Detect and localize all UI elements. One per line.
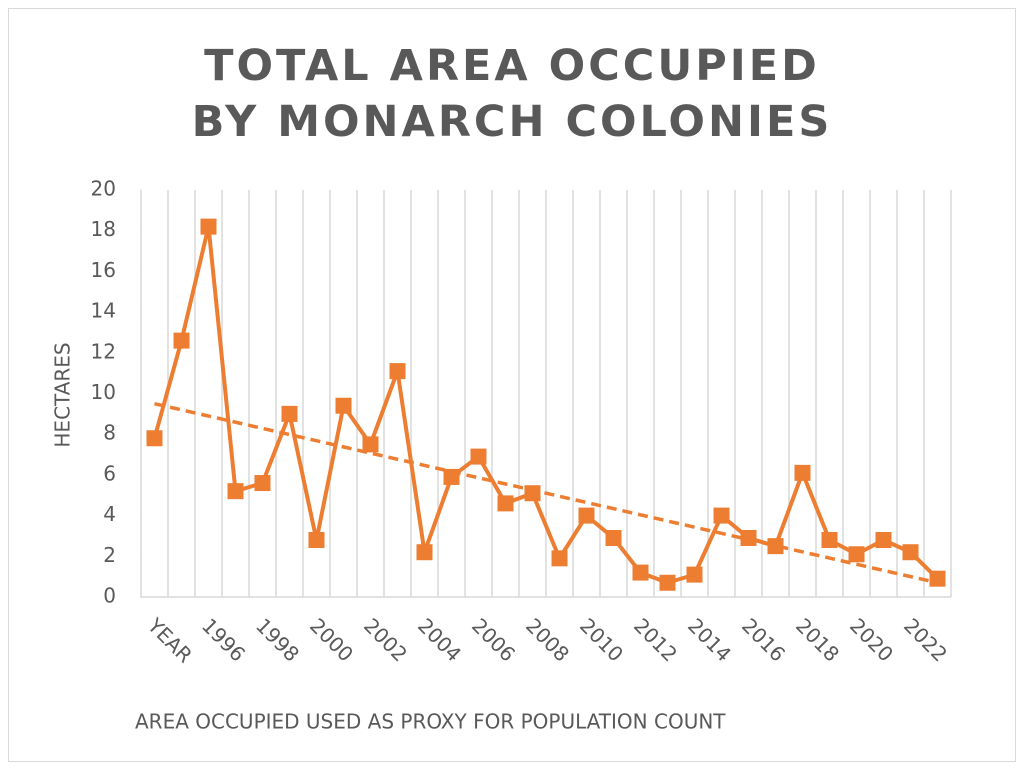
marker	[200, 218, 217, 235]
y-tick-label: 20	[91, 177, 116, 201]
marker	[254, 475, 271, 492]
x-tick-label: 2018	[791, 613, 844, 666]
marker	[848, 546, 865, 563]
marker	[632, 564, 649, 581]
marker	[389, 363, 406, 380]
y-axis-title: HECTARES	[51, 342, 75, 447]
y-tick-label: 8	[103, 421, 116, 445]
y-tick-label: 4	[103, 502, 116, 526]
marker	[470, 448, 487, 465]
x-tick-label: 2002	[359, 613, 412, 666]
x-tick-label: 2012	[629, 613, 682, 666]
marker	[821, 532, 838, 549]
x-tick-label: 2010	[575, 613, 628, 666]
marker	[227, 483, 244, 500]
marker	[929, 570, 946, 587]
marker	[794, 464, 811, 481]
marker	[659, 574, 676, 591]
x-tick-label: 2004	[413, 613, 466, 666]
marker	[524, 485, 541, 502]
marker	[551, 550, 568, 567]
x-tick-label: 2020	[845, 613, 898, 666]
x-tick-label: 2006	[467, 613, 520, 666]
marker	[281, 405, 298, 422]
x-tick-label: 2014	[683, 613, 736, 666]
x-tick-label: 2000	[305, 613, 358, 666]
x-tick-label: YEAR	[142, 613, 197, 668]
y-tick-label: 0	[103, 584, 116, 608]
trendline	[154, 401, 938, 585]
y-tick-label: 2	[103, 543, 116, 567]
series-line	[152, 224, 939, 585]
y-tick-label: 18	[91, 217, 116, 241]
x-tick-label: 2022	[899, 613, 952, 666]
x-tick-label: 1996	[197, 613, 250, 666]
marker	[686, 566, 703, 583]
y-tick-label: 12	[91, 339, 116, 363]
marker	[173, 332, 190, 349]
x-tick-label: 2008	[521, 613, 574, 666]
y-tick-label: 6	[103, 461, 116, 485]
marker	[713, 507, 730, 524]
chart-frame	[8, 8, 1016, 762]
y-tick-label: 16	[91, 258, 116, 282]
marker	[416, 544, 433, 561]
marker	[146, 430, 163, 447]
marker	[335, 397, 352, 414]
marker	[605, 529, 622, 546]
marker	[308, 532, 325, 549]
x-axis-title: AREA OCCUPIED USED AS PROXY FOR POPULATI…	[135, 710, 726, 734]
marker	[767, 538, 784, 555]
chart-title: TOTAL AREA OCCUPIED BY MONARCH COLONIES	[191, 41, 833, 147]
x-tick-label: 2016	[737, 613, 790, 666]
y-tick-label: 10	[91, 380, 116, 404]
marker	[362, 436, 379, 453]
marker	[875, 532, 892, 549]
marker	[578, 507, 595, 524]
x-tick-label: 1998	[251, 613, 304, 666]
marker	[497, 495, 514, 512]
marker	[902, 544, 919, 561]
y-tick-label: 14	[91, 299, 116, 323]
